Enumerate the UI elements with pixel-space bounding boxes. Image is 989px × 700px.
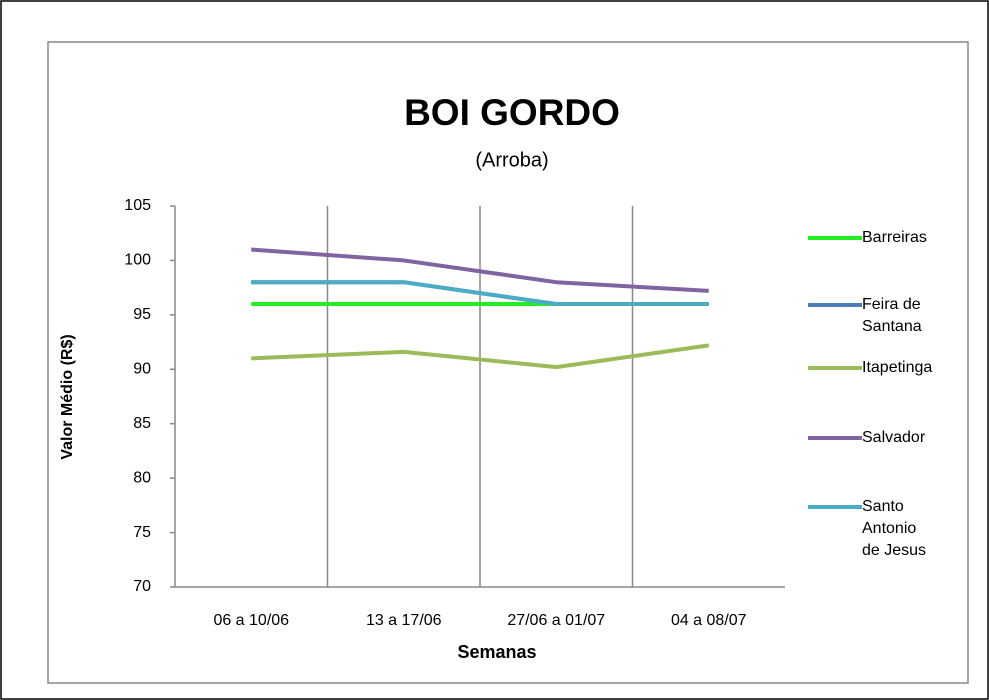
y-tick-label: 75: [133, 524, 151, 541]
y-tick-label: 90: [133, 361, 151, 378]
x-tick-label: 27/06 a 01/07: [507, 612, 605, 629]
legend-label: Barreiras: [862, 229, 927, 246]
legend-label: Feira de Santana: [862, 296, 922, 335]
legend-entry: Barreiras: [808, 227, 962, 249]
x-axis-label: Semanas: [457, 642, 536, 662]
chart-title: BOI GORDO: [404, 92, 620, 133]
y-tick-label: 95: [133, 306, 151, 323]
series-line: [251, 280, 709, 306]
legend-entry: Feira de Santana: [808, 294, 938, 338]
legend-label: Salvador: [862, 429, 926, 446]
legend-swatch: [808, 436, 862, 440]
x-tick-label: 04 a 08/07: [671, 612, 747, 629]
x-tick-label: 06 a 10/06: [213, 612, 289, 629]
chart-subtitle: (Arroba): [475, 149, 548, 171]
legend-entry: Salvador: [808, 427, 962, 449]
series-line: [251, 343, 710, 370]
y-tick-label: 80: [133, 469, 151, 486]
legend-entry: Santo Antonio de Jesus: [808, 496, 938, 562]
legend-swatch: [808, 366, 862, 370]
y-tick-label: 100: [124, 252, 151, 269]
y-tick-label: 70: [133, 578, 151, 595]
chart-frame: [47, 41, 969, 684]
y-tick-label: 85: [133, 415, 151, 432]
legend-label: Itapetinga: [862, 359, 933, 376]
x-tick-label: 13 a 17/06: [366, 612, 442, 629]
y-tick-label: 105: [124, 197, 151, 214]
y-axis-label: Valor Médio (R$): [59, 334, 76, 459]
legend-swatch: [808, 303, 862, 307]
legend-entry: Itapetinga: [808, 357, 962, 379]
legend-label: Santo Antonio de Jesus: [862, 498, 927, 559]
series-line: [251, 247, 709, 293]
legend-swatch: [808, 236, 862, 240]
legend-swatch: [808, 505, 862, 509]
